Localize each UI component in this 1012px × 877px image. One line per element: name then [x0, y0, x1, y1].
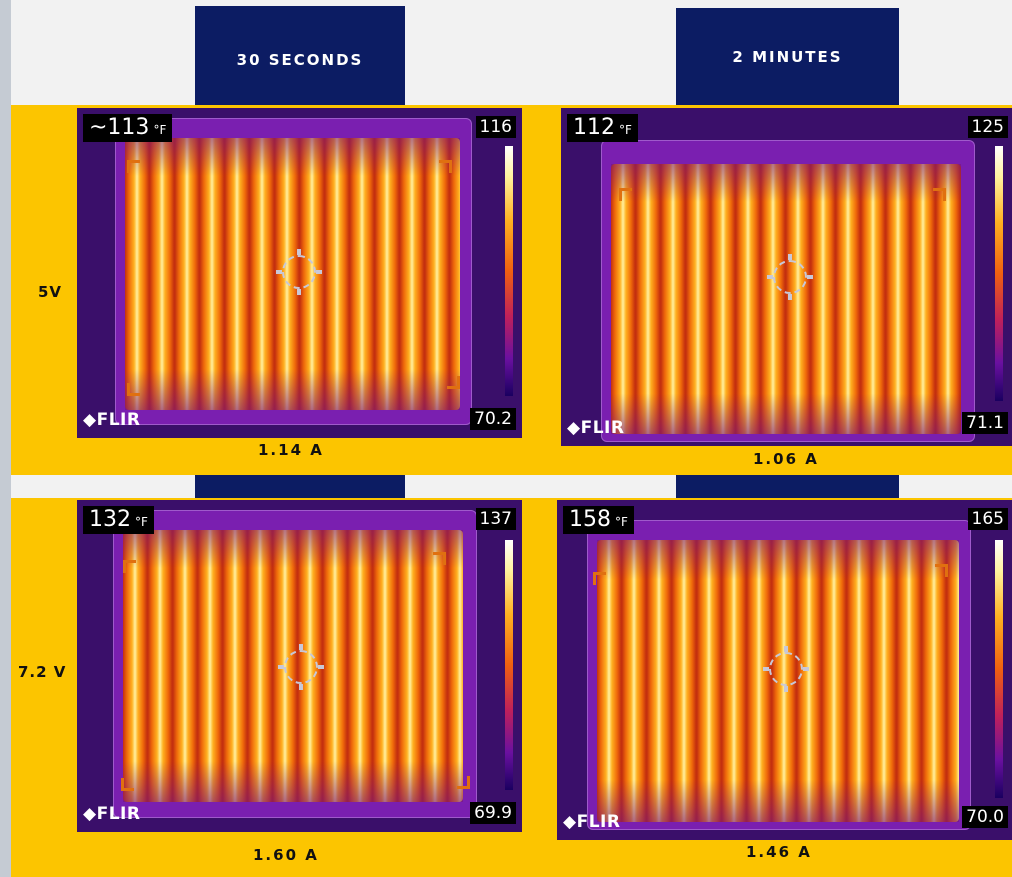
- frame-corner-marker: [127, 160, 140, 173]
- scale-min-value: 71.1: [962, 412, 1008, 434]
- heating-elements: [597, 540, 959, 822]
- temperature-scale-bar: [505, 540, 513, 790]
- flir-logo: ◆FLIR: [567, 418, 625, 438]
- flir-logo: ◆FLIR: [83, 410, 141, 430]
- temperature-scale-bar: [995, 146, 1003, 401]
- current-reading: 1.60 A: [253, 846, 319, 864]
- frame-corner-marker: [127, 383, 140, 396]
- frame-corner-marker: [433, 552, 446, 565]
- frame-corner-marker: [619, 188, 632, 201]
- frame-corner-marker: [933, 188, 946, 201]
- frame-corner-marker: [439, 160, 452, 173]
- temperature-scale-bar: [995, 540, 1003, 798]
- scale-max-value: 165: [967, 508, 1008, 530]
- spot-temperature: 112 °F: [567, 114, 638, 142]
- row-label-7-2v: 7.2 V: [18, 663, 67, 681]
- frame-corner-marker: [935, 564, 948, 577]
- row-label-5v: 5V: [38, 283, 63, 301]
- thermal-image-5v-30s: ~113 °F 116 70.2 ◆FLIR: [77, 108, 522, 438]
- spot-temperature: 158 °F: [563, 506, 634, 534]
- scale-max-value: 116: [475, 116, 516, 138]
- scale-min-value: 69.9: [470, 802, 516, 824]
- frame-corner-marker: [457, 776, 470, 789]
- frame-corner-marker: [593, 572, 606, 585]
- frame-corner-marker: [121, 778, 134, 791]
- scale-max-value: 137: [475, 508, 516, 530]
- column-tab-stub: [195, 475, 405, 498]
- spot-meter-reticle-icon: [276, 249, 322, 295]
- current-reading: 1.46 A: [746, 843, 812, 861]
- scale-min-value: 70.0: [962, 806, 1008, 828]
- thermal-image-7-2v-2min: 158 °F 165 70.0 ◆FLIR: [557, 500, 1012, 840]
- thermal-image-7-2v-30s: 132 °F 137 69.9 ◆FLIR: [77, 500, 522, 832]
- column-header-label: 30 SECONDS: [236, 50, 364, 69]
- column-header-2-minutes: 2 MINUTES: [676, 8, 899, 105]
- scale-max-value: 125: [967, 116, 1008, 138]
- frame-corner-marker: [123, 560, 136, 573]
- column-header-30-seconds: 30 SECONDS: [195, 6, 405, 105]
- spot-meter-reticle-icon: [278, 644, 324, 690]
- thermal-image-5v-2min: 112 °F 125 71.1 ◆FLIR: [561, 108, 1012, 446]
- scale-min-value: 70.2: [470, 408, 516, 430]
- current-reading: 1.14 A: [258, 441, 324, 459]
- spot-meter-reticle-icon: [763, 646, 809, 692]
- flir-logo: ◆FLIR: [83, 804, 141, 824]
- spot-temperature: ~113 °F: [83, 114, 173, 142]
- spot-meter-reticle-icon: [767, 254, 813, 300]
- frame-corner-marker: [447, 376, 460, 389]
- temperature-scale-bar: [505, 146, 513, 396]
- left-rail: [0, 0, 11, 877]
- heating-elements: [123, 530, 463, 802]
- spot-temperature: 132 °F: [83, 506, 154, 534]
- flir-logo: ◆FLIR: [563, 812, 621, 832]
- heating-elements: [611, 164, 961, 434]
- current-reading: 1.06 A: [753, 450, 819, 468]
- column-tab-stub: [676, 475, 899, 498]
- column-header-label: 2 MINUTES: [732, 47, 843, 66]
